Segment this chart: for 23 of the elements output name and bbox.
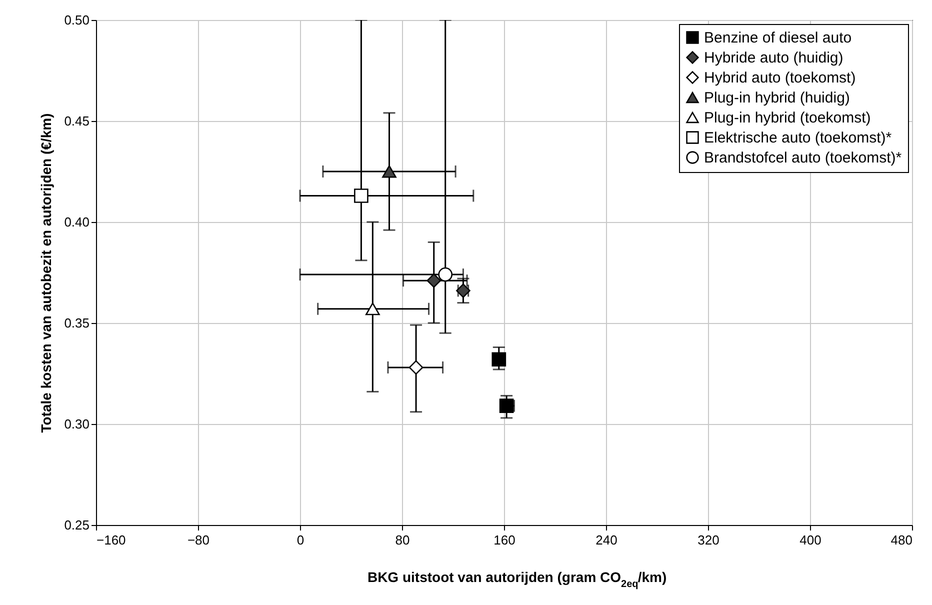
y-tick-label: 0.35 bbox=[64, 316, 90, 330]
x-tick-label: 0 bbox=[296, 532, 304, 548]
x-tick-label: 160 bbox=[494, 532, 516, 548]
y-tick-label: 0.25 bbox=[64, 518, 90, 532]
y-tick-label: 0.50 bbox=[64, 12, 90, 28]
legend-label: Hybride auto (huidig) bbox=[704, 50, 844, 66]
legend-label: Brandstofcel auto (toekomst)* bbox=[704, 150, 902, 166]
x-tick-label: 400 bbox=[800, 532, 822, 548]
y-tick-label: 0.30 bbox=[64, 416, 90, 432]
x-tick-label: 320 bbox=[698, 532, 720, 548]
x-tick-label: −80 bbox=[187, 532, 210, 548]
legend-label: Plug-in hybrid (toekomst) bbox=[704, 110, 871, 126]
y-axis-title: Totale kosten van autobezit en autorijden (€/km) bbox=[38, 113, 54, 433]
y-tick-label: 0.40 bbox=[64, 214, 90, 230]
x-tick-label: 240 bbox=[596, 532, 618, 548]
legend-label: Plug-in hybrid (huidig) bbox=[704, 90, 850, 106]
legend-label: Elektrische auto (toekomst)* bbox=[704, 130, 892, 146]
legend-label: Hybrid auto (toekomst) bbox=[704, 70, 856, 86]
x-tick-label: 480 bbox=[890, 532, 912, 548]
legend-label: Benzine of diesel auto bbox=[704, 30, 852, 46]
x-tick-label: 80 bbox=[395, 532, 410, 548]
y-tick-label: 0.45 bbox=[64, 114, 90, 128]
x-tick-label: −160 bbox=[96, 532, 126, 548]
